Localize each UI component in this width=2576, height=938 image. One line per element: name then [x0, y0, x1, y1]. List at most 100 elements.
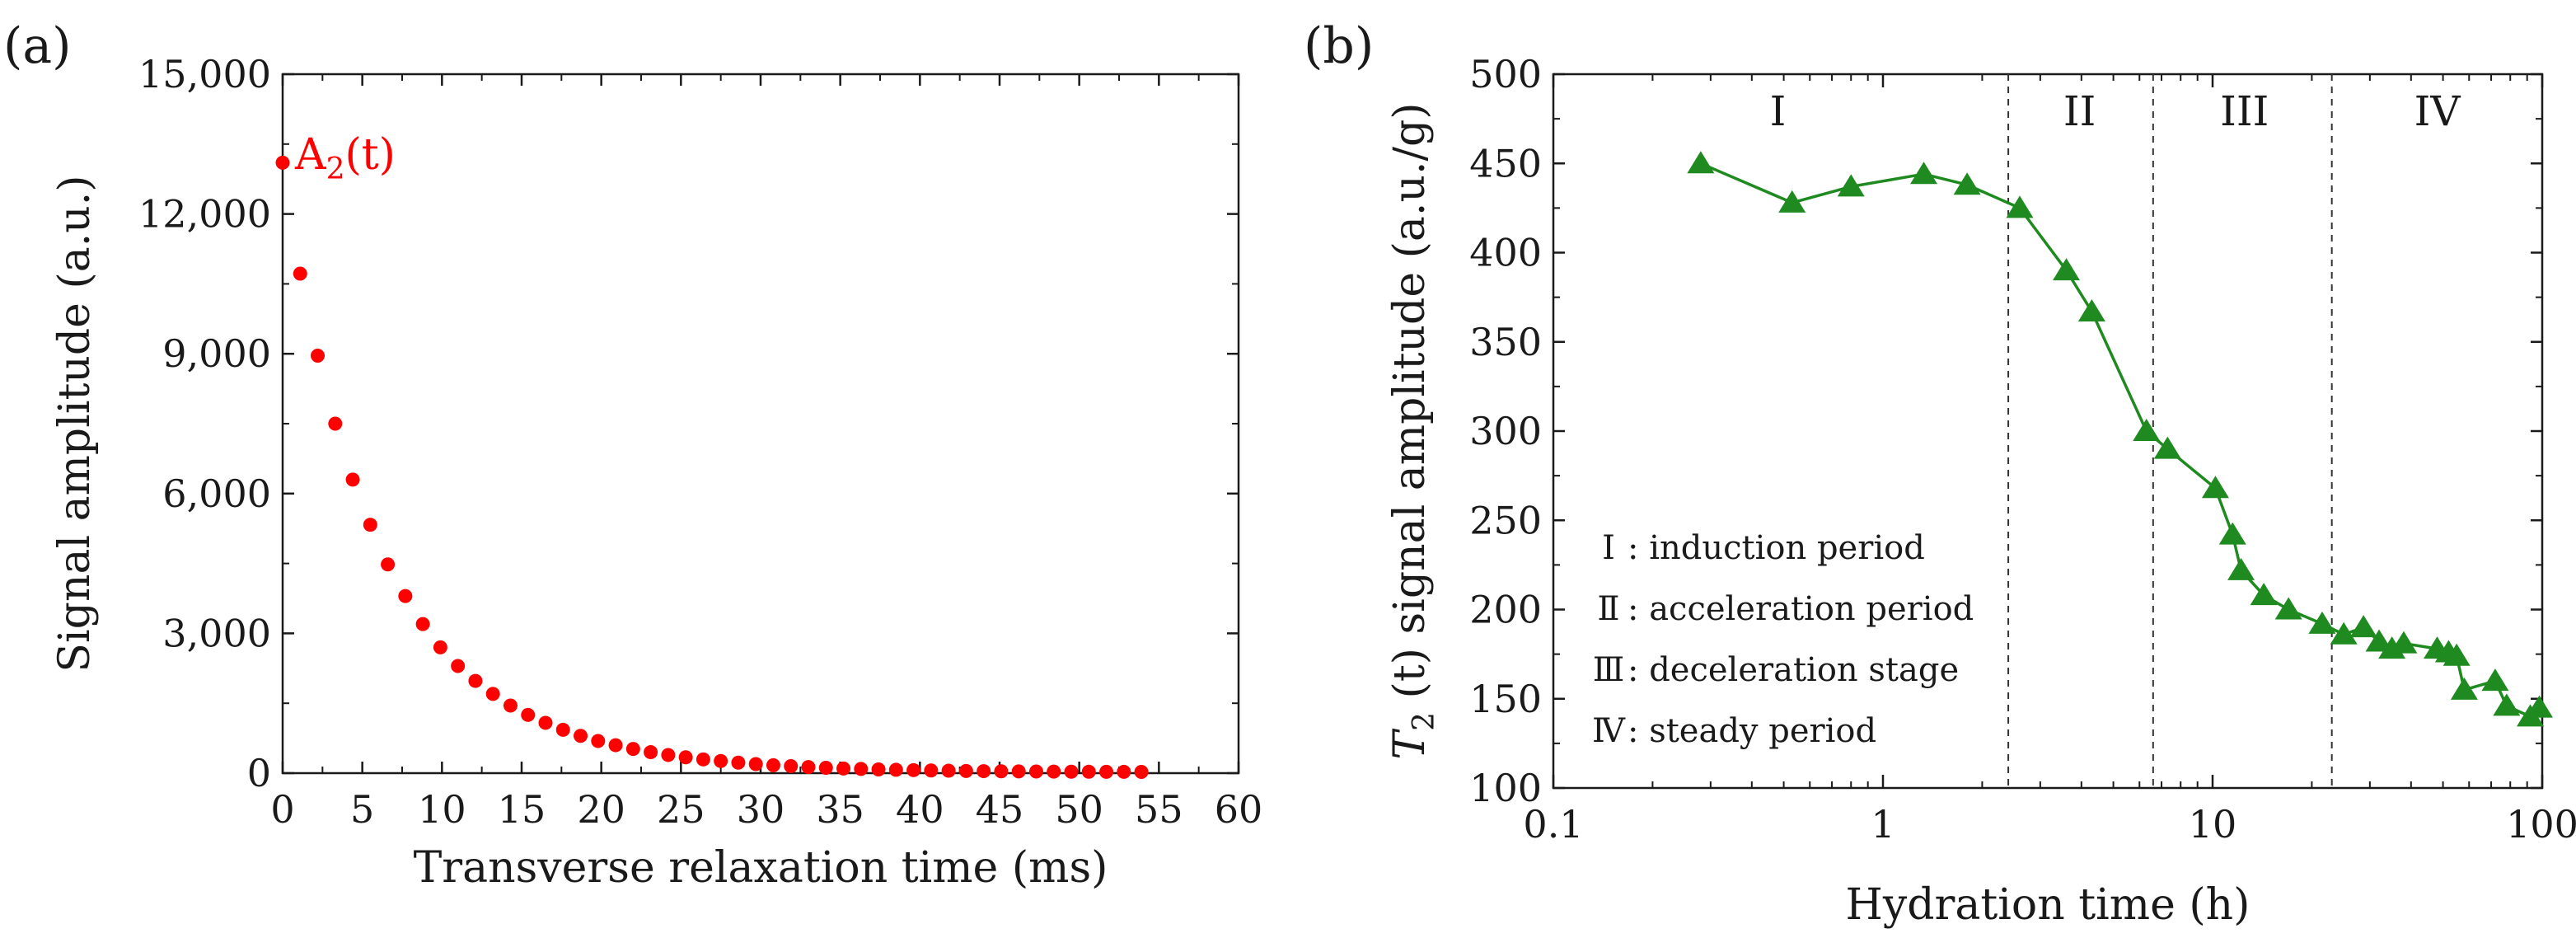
- triangle-marker: [2349, 615, 2377, 638]
- plot-b-x-label: Hydration time (h): [1846, 880, 2250, 930]
- y-tick-label: 12,000: [138, 192, 271, 237]
- data-point: [468, 673, 483, 688]
- data-point: [958, 763, 973, 778]
- data-point: [503, 698, 518, 713]
- legend-symbol: Ⅱ: [1597, 590, 1619, 628]
- triangle-marker: [1953, 172, 1981, 195]
- x-tick-label: 10: [2189, 802, 2237, 847]
- plot-a-frame: [281, 73, 1240, 775]
- data-point: [1134, 764, 1149, 779]
- data-point: [836, 761, 851, 776]
- triangle-marker: [2006, 195, 2034, 218]
- data-point: [574, 729, 588, 743]
- data-point: [1028, 764, 1043, 779]
- plot-a-points: [275, 155, 1149, 779]
- y-tick-label: 6,000: [162, 471, 271, 516]
- plot-a-y-ticks: 0 3,000 6,000 9,000 12,000 15,000: [138, 52, 1239, 795]
- data-point: [1047, 764, 1061, 779]
- x-tick-label: 15: [498, 787, 546, 832]
- x-tick-label: 0: [270, 787, 294, 832]
- y-tick-label: 350: [1469, 320, 1542, 364]
- data-point: [906, 762, 921, 777]
- x-tick-label: 100: [2506, 802, 2576, 847]
- x-tick-label: 35: [816, 787, 864, 832]
- data-point: [1117, 764, 1131, 779]
- panel-a-label: (a): [3, 17, 72, 75]
- y-tick-label: 200: [1469, 588, 1542, 632]
- data-point: [521, 707, 536, 722]
- triangle-marker: [2201, 476, 2229, 499]
- data-point: [485, 687, 500, 701]
- data-point: [748, 757, 763, 772]
- y-tick-label: 300: [1469, 409, 1542, 453]
- x-tick-label: 55: [1135, 787, 1183, 832]
- triangle-marker: [1837, 174, 1865, 197]
- data-point: [766, 757, 780, 772]
- period-label: I: [1770, 87, 1787, 135]
- period-label: III: [2220, 87, 2269, 135]
- data-point: [661, 748, 676, 762]
- plot-b-y-label: T2 (t) signal amplitude (a.u./g): [1385, 102, 1441, 759]
- x-tick-label: 60: [1215, 787, 1263, 832]
- y-tick-label: 250: [1469, 498, 1542, 542]
- data-point: [328, 416, 343, 431]
- triangle-marker: [2365, 629, 2393, 652]
- x-tick-label: 30: [737, 787, 785, 832]
- y-tick-label: 400: [1469, 231, 1542, 275]
- series-a-label-sub: 2: [326, 152, 345, 186]
- x-tick-label: 5: [350, 787, 374, 832]
- triangle-marker: [2493, 693, 2521, 716]
- x-tick-label: 1: [1871, 802, 1895, 847]
- data-point: [451, 659, 466, 673]
- panel-b-label: (b): [1304, 17, 1374, 75]
- data-point: [275, 155, 290, 170]
- x-tick-label: 45: [976, 787, 1024, 832]
- plot-b-series: [1687, 151, 2553, 727]
- y-tick-label: 0: [247, 751, 271, 795]
- legend-text: : steady period: [1628, 712, 1876, 750]
- plot-b-period-labels: I II III IV: [1770, 87, 2461, 135]
- data-point: [293, 266, 307, 281]
- legend-text: : induction period: [1628, 529, 1925, 567]
- plot-a-x-label: Transverse relaxation time (ms): [414, 843, 1108, 893]
- data-point: [433, 640, 447, 654]
- data-point: [731, 755, 746, 770]
- triangle-marker: [2450, 677, 2478, 700]
- data-point: [678, 750, 693, 765]
- triangle-marker: [2481, 668, 2509, 692]
- data-point: [784, 759, 799, 774]
- plot-b-y-label-t: T: [1385, 729, 1435, 760]
- data-point: [1081, 764, 1096, 779]
- panel-a: (a) 0 5 10 15 20 25 30 35 40 45 50 55 60 0 3,000 6,000…: [3, 17, 1262, 893]
- data-point: [345, 472, 360, 487]
- data-point: [644, 745, 658, 760]
- triangle-marker: [2218, 522, 2246, 545]
- data-point: [871, 762, 886, 776]
- data-point: [311, 348, 326, 363]
- triangle-marker: [2133, 419, 2161, 441]
- data-point: [555, 722, 570, 737]
- data-point: [1011, 764, 1026, 779]
- data-point: [924, 763, 939, 778]
- x-tick-label: 25: [657, 787, 705, 832]
- y-tick-label: 3,000: [162, 611, 271, 655]
- data-point: [363, 518, 377, 532]
- triangle-marker: [2227, 557, 2255, 580]
- plot-b-boundaries: [2007, 74, 2333, 788]
- triangle-marker: [2443, 643, 2471, 666]
- plot-a-y-label: Signal amplitude (a.u.): [50, 175, 100, 672]
- triangle-marker: [2390, 631, 2418, 654]
- x-tick-label: 50: [1055, 787, 1103, 832]
- triangle-marker: [2053, 258, 2081, 281]
- plot-a-x-ticks: 0 5 10 15 20 25 30 35 40 45 50 55 60: [270, 74, 1262, 832]
- plot-b-y-label-rest: (t) signal amplitude (a.u./g): [1385, 102, 1435, 712]
- data-point: [415, 617, 430, 631]
- y-tick-label: 15,000: [138, 52, 271, 96]
- x-tick-label: 40: [896, 787, 944, 832]
- plot-b-y-label-sub: 2: [1407, 712, 1441, 731]
- data-point: [398, 589, 413, 603]
- triangle-marker: [2330, 621, 2358, 645]
- series-a-label-main: A: [294, 130, 327, 180]
